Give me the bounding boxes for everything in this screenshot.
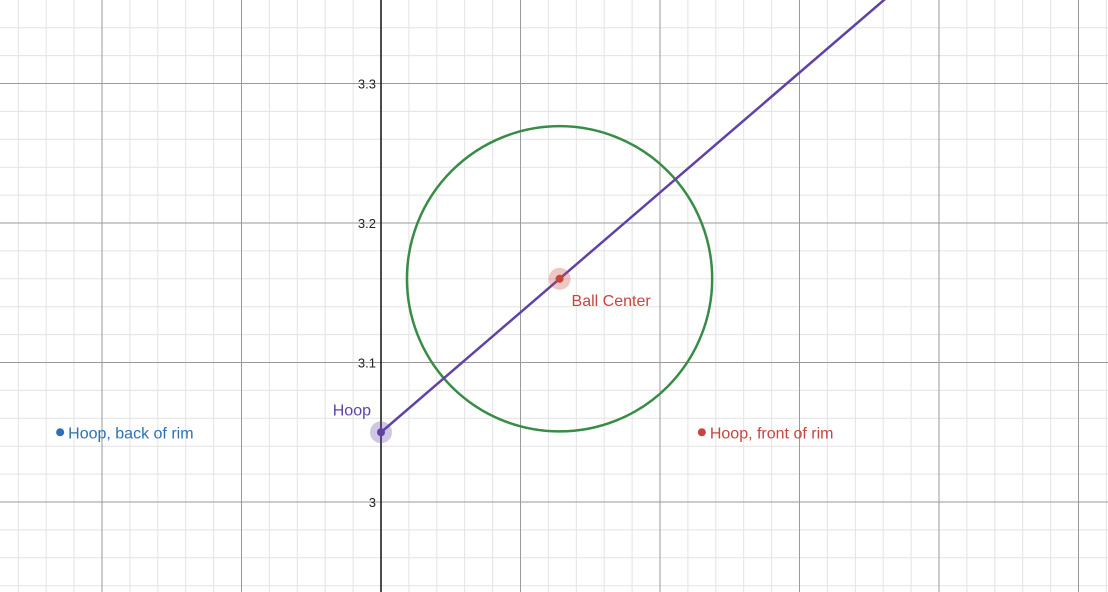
point [697, 428, 706, 437]
point [56, 428, 65, 437]
y-tick-label: 3.3 [358, 77, 376, 92]
curves [380, 0, 886, 434]
point [555, 274, 564, 283]
ball-circle [405, 124, 714, 433]
point-label: Hoop [333, 402, 371, 419]
point-labels: Hoop, back of rim Hoop Ball Center Hoop, fr… [68, 293, 833, 442]
point-label: Ball Center [572, 293, 652, 310]
point-label: Hoop, back of rim [68, 425, 193, 442]
y-tick-label: 3 [369, 495, 376, 510]
points [56, 267, 706, 444]
y-tick-labels: 3 3.1 3.2 3.3 [358, 77, 376, 511]
point [377, 428, 385, 437]
y-tick-label: 3.2 [358, 216, 376, 231]
y-tick-label: 3.1 [358, 356, 376, 371]
trajectory-line [380, 0, 886, 434]
point-label: Hoop, front of rim [710, 425, 834, 442]
